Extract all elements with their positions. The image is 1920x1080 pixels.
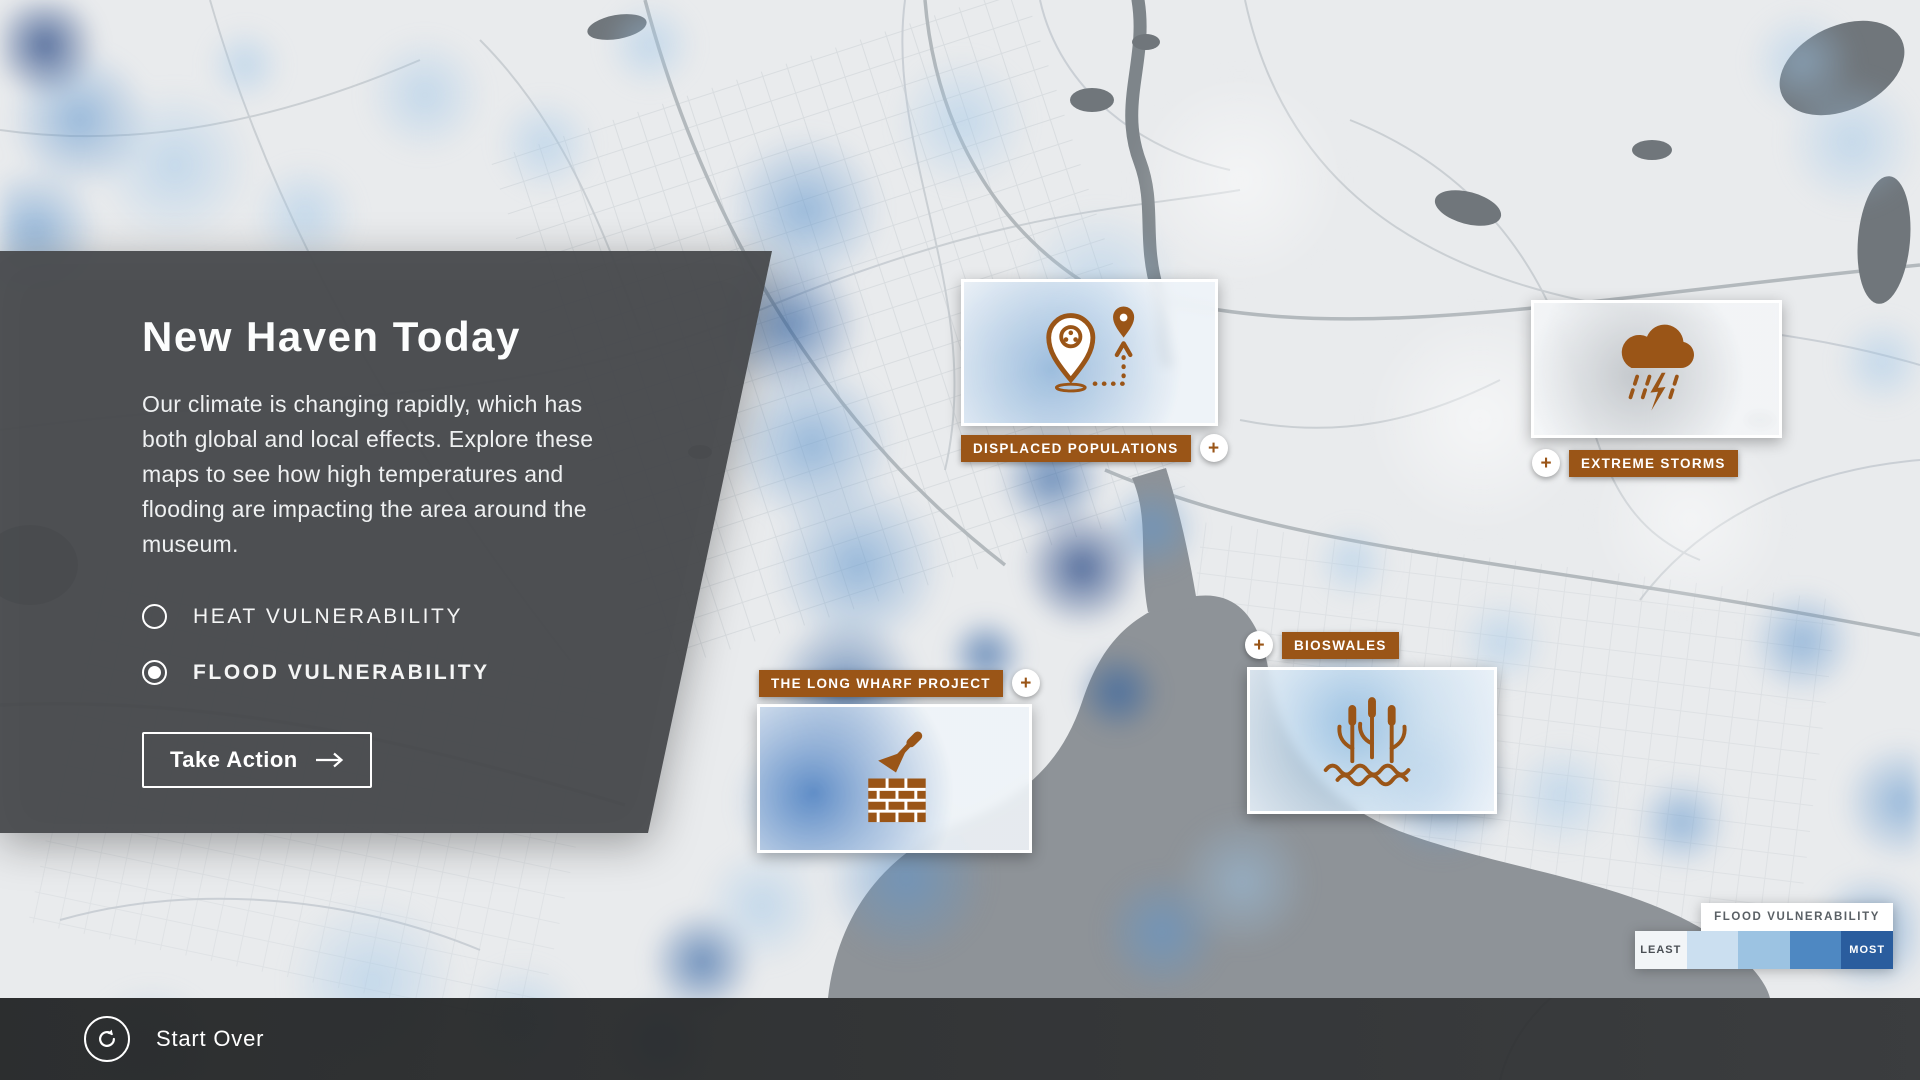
- panel-description: Our climate is changing rapidly, which h…: [142, 391, 594, 557]
- badge-extreme-storms[interactable]: EXTREME STORMS: [1569, 449, 1738, 477]
- legend-title: FLOOD VULNERABILITY: [1701, 903, 1893, 931]
- expand-displaced-populations-button[interactable]: +: [1199, 434, 1228, 462]
- expand-bioswales-button[interactable]: +: [1245, 631, 1273, 659]
- restart-icon: [99, 1029, 115, 1047]
- expand-extreme-storms-button[interactable]: +: [1532, 449, 1560, 477]
- map-pins-icon: [1045, 305, 1134, 392]
- page-title: New Haven Today: [142, 313, 521, 360]
- card-extreme-storms[interactable]: [1531, 300, 1782, 438]
- storm-cloud-icon: [1621, 324, 1694, 411]
- badge-long-wharf-project[interactable]: THE LONG WHARF PROJECT: [759, 669, 1003, 697]
- take-action-label: Take Action: [170, 747, 298, 772]
- legend-swatch-least: LEAST: [1635, 931, 1687, 969]
- brick-wall-trowel-icon: [867, 730, 926, 822]
- legend-swatch-most: MOST: [1841, 931, 1893, 969]
- badge-displaced-populations[interactable]: DISPLACED POPULATIONS: [961, 434, 1191, 462]
- legend-most-label: MOST: [1849, 944, 1886, 956]
- radio-flood-vulnerability[interactable]: FLOOD VULNERABILITY: [142, 660, 612, 685]
- card-displaced-populations[interactable]: [961, 279, 1218, 426]
- info-panel: New Haven Today Our climate is changing …: [0, 251, 772, 833]
- start-over-label[interactable]: Start Over: [156, 1026, 265, 1051]
- flood-legend: FLOOD VULNERABILITY LEAST MOST: [1635, 903, 1893, 969]
- legend-least-label: LEAST: [1640, 944, 1682, 956]
- cattails-icon: [1323, 696, 1411, 786]
- legend-swatch-2: [1686, 931, 1739, 969]
- start-over-button[interactable]: [84, 1016, 130, 1062]
- radio-label: HEAT VULNERABILITY: [193, 604, 464, 628]
- expand-long-wharf-button[interactable]: +: [1011, 669, 1040, 697]
- badge-bioswales[interactable]: BIOSWALES: [1282, 631, 1399, 659]
- take-action-button[interactable]: Take Action: [142, 732, 372, 788]
- legend-swatch-4: [1789, 931, 1842, 969]
- radio-heat-vulnerability[interactable]: HEAT VULNERABILITY: [142, 604, 612, 629]
- legend-swatch-3: [1738, 931, 1790, 969]
- legend-color-bar: LEAST MOST: [1635, 931, 1893, 969]
- card-bioswales[interactable]: [1247, 667, 1497, 814]
- radio-label: FLOOD VULNERABILITY: [193, 660, 490, 684]
- footer-bar: Start Over: [0, 998, 1920, 1080]
- arrow-right-icon: [315, 752, 343, 768]
- radio-circle-icon[interactable]: [142, 604, 167, 629]
- card-long-wharf-project[interactable]: [757, 704, 1032, 853]
- radio-circle-selected-icon[interactable]: [142, 660, 167, 685]
